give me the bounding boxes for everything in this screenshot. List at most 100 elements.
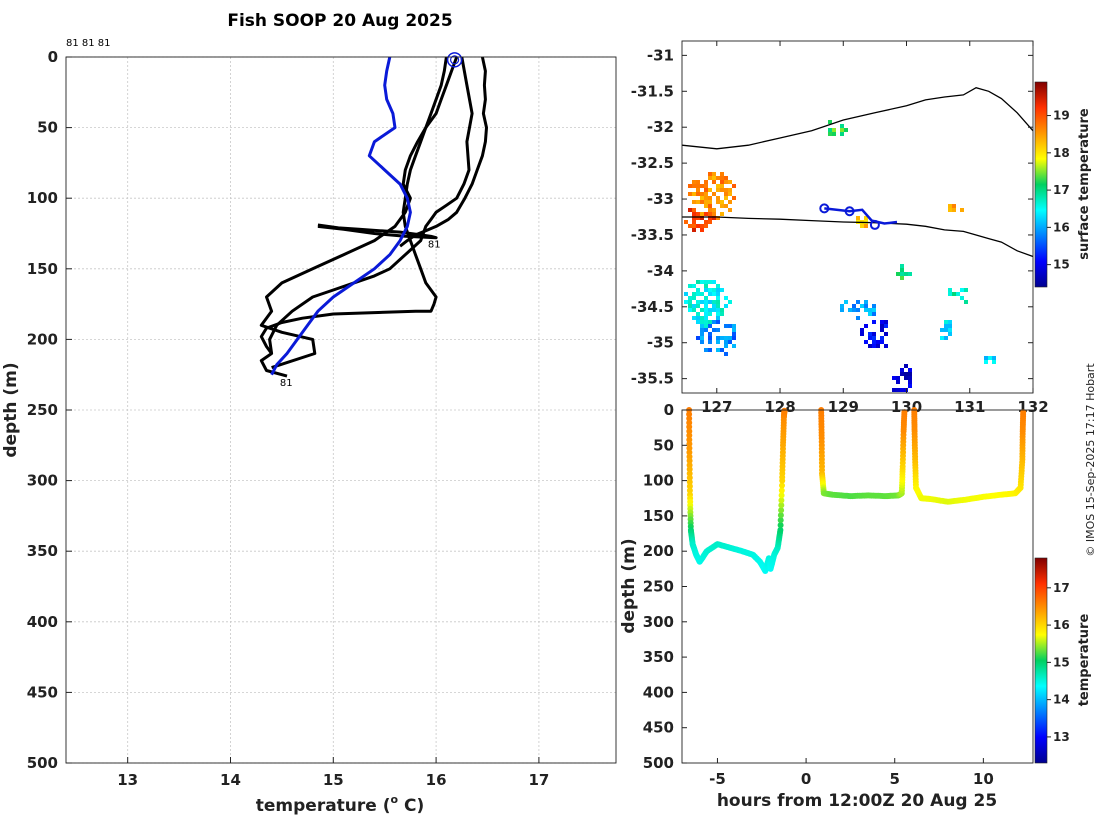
sst-cell xyxy=(948,328,952,332)
sst-cell xyxy=(716,300,720,304)
colorbar-tick-label: 18 xyxy=(1053,146,1070,160)
sst-cell xyxy=(708,336,712,340)
sst-cell xyxy=(700,224,704,228)
sst-cell xyxy=(944,336,948,340)
sst-cell xyxy=(900,388,904,392)
sst-cell xyxy=(992,356,996,360)
sst-cell xyxy=(988,356,992,360)
sst-cell xyxy=(696,192,700,196)
sst-cell xyxy=(700,316,704,320)
sst-cell xyxy=(712,328,716,332)
timeseries-y-tick-label: 400 xyxy=(643,683,674,701)
timeseries-point xyxy=(686,440,693,447)
sst-cell xyxy=(704,328,708,332)
sst-cell xyxy=(868,312,872,316)
profile-line-2 xyxy=(259,56,474,378)
sst-cell xyxy=(716,348,720,352)
sst-cell xyxy=(908,272,912,276)
sst-cell xyxy=(720,336,724,340)
map-x-tick-label: 127 xyxy=(701,398,732,416)
sst-cell xyxy=(692,184,696,188)
sst-cell xyxy=(708,172,712,176)
sst-cell xyxy=(688,208,692,212)
sst-cell xyxy=(856,216,860,220)
sst-cell xyxy=(724,340,728,344)
sst-cell xyxy=(696,200,700,204)
sst-cell xyxy=(856,316,860,320)
profile-id-note: 81 81 81 xyxy=(66,38,111,49)
sst-cell xyxy=(728,188,732,192)
sst-cell xyxy=(864,324,868,328)
sst-cell xyxy=(700,216,704,220)
sst-cell xyxy=(704,296,708,300)
sst-cell xyxy=(696,312,700,316)
sst-cell xyxy=(868,344,872,348)
sst-cell xyxy=(960,288,964,292)
sst-cell xyxy=(908,368,912,372)
sst-cell xyxy=(712,280,716,284)
sst-cell xyxy=(692,304,696,308)
sst-cell xyxy=(708,324,712,328)
sst-cell xyxy=(704,324,708,328)
sst-cell xyxy=(892,376,896,380)
timeseries-point xyxy=(779,482,785,489)
sst-cell xyxy=(900,268,904,272)
profile-y-tick-label: 400 xyxy=(27,613,58,631)
sst-cell xyxy=(732,196,736,200)
sst-cell xyxy=(948,288,952,292)
timeseries-point xyxy=(686,479,693,485)
sst-cell xyxy=(948,292,952,296)
sst-cell xyxy=(696,180,700,184)
sst-cell xyxy=(692,296,696,300)
timeseries-y-tick-label: 0 xyxy=(664,401,674,419)
sst-cell xyxy=(716,184,720,188)
timeseries-point xyxy=(686,415,693,422)
sst-cell xyxy=(880,320,884,324)
sst-cell xyxy=(908,380,912,384)
sst-cell xyxy=(908,384,912,388)
sst-cell xyxy=(692,208,696,212)
sst-cell xyxy=(876,344,880,348)
sst-cell xyxy=(704,316,708,320)
sst-cell xyxy=(884,324,888,328)
colorbar-tick-label: 17 xyxy=(1053,581,1070,595)
sst-cell xyxy=(884,320,888,324)
sst-cell xyxy=(712,172,716,176)
sst-cell xyxy=(712,308,716,312)
sst-cell xyxy=(908,376,912,380)
profile-line-5 xyxy=(317,223,438,240)
timeseries-y-tick-label: 500 xyxy=(643,754,674,772)
profile-y-axis-label: depth (m) xyxy=(1,362,21,457)
sst-cell xyxy=(880,336,884,340)
sst-cell xyxy=(692,284,696,288)
sst-cell xyxy=(708,208,712,212)
sst-cell xyxy=(716,176,720,180)
sst-cell xyxy=(716,296,720,300)
sst-cell xyxy=(716,188,720,192)
sst-cell xyxy=(720,180,724,184)
sst-cell xyxy=(960,296,964,300)
sst-cell xyxy=(952,208,956,212)
sst-cell xyxy=(716,292,720,296)
sst-cell xyxy=(728,180,732,184)
sst-cell xyxy=(704,320,708,324)
sst-cell xyxy=(716,288,720,292)
profile-y-tick-label: 250 xyxy=(27,401,58,419)
timeseries-point xyxy=(686,457,693,464)
sst-cell xyxy=(700,212,704,216)
sst-cell xyxy=(700,320,704,324)
timeseries-point xyxy=(686,483,693,490)
sst-cell xyxy=(732,336,736,340)
sst-cell xyxy=(696,212,700,216)
sst-cell xyxy=(724,188,728,192)
timeseries-point xyxy=(686,411,693,418)
surface-temperature-colorbar-label: surface temperature xyxy=(1077,108,1092,260)
sst-cell xyxy=(700,228,704,232)
sst-cell xyxy=(872,344,876,348)
sst-cell xyxy=(884,344,888,348)
sst-cell xyxy=(944,324,948,328)
sst-cell xyxy=(880,340,884,344)
sst-cell xyxy=(716,284,720,288)
sst-cell xyxy=(852,308,856,312)
